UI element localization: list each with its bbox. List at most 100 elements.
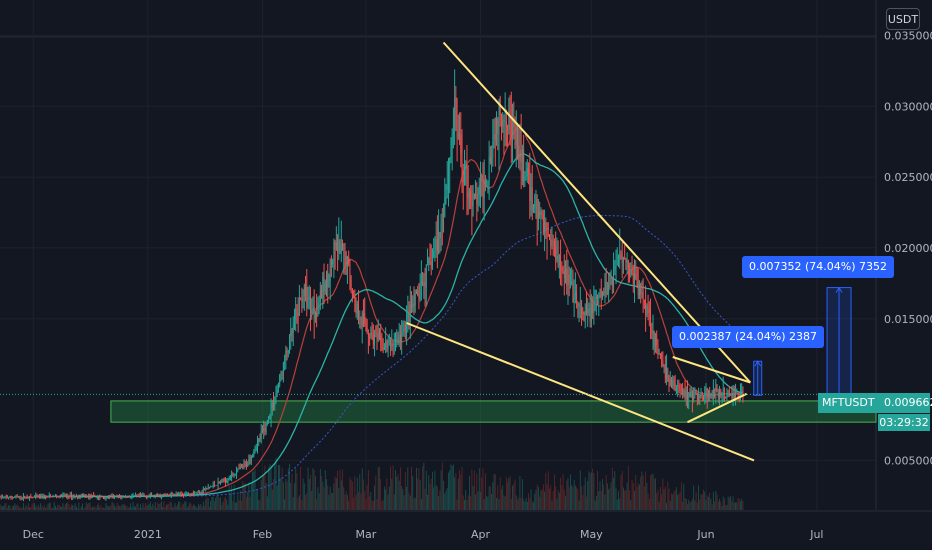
candle-body xyxy=(165,494,167,495)
volume-bar xyxy=(553,474,555,510)
volume-bar xyxy=(456,499,458,510)
volume-bar xyxy=(221,504,223,510)
volume-bar xyxy=(439,490,441,510)
volume-bar xyxy=(720,501,722,510)
volume-bar xyxy=(542,484,544,510)
candle-body xyxy=(222,479,224,483)
candle-body xyxy=(460,134,462,154)
volume-bar xyxy=(168,503,170,510)
volume-bar xyxy=(551,500,553,510)
candle-body xyxy=(679,387,681,391)
candle-body xyxy=(308,297,310,300)
volume-bar xyxy=(260,479,262,510)
candle-body xyxy=(568,274,570,285)
candle-body xyxy=(10,496,12,498)
candle-body xyxy=(27,498,29,499)
volume-bar xyxy=(530,489,532,510)
volume-bar xyxy=(632,483,634,510)
volume-bar xyxy=(79,508,81,510)
candle-body xyxy=(56,495,58,497)
candle-body xyxy=(709,390,711,398)
volume-bar xyxy=(19,508,21,510)
candle-body xyxy=(613,269,615,285)
candle-body xyxy=(195,492,197,494)
volume-bar xyxy=(167,504,168,510)
volume-bar xyxy=(225,496,226,510)
candle-body xyxy=(690,391,692,397)
volume-bar xyxy=(496,497,497,510)
candle-body xyxy=(361,313,363,327)
candle-body xyxy=(6,496,8,498)
candle-body xyxy=(544,222,546,233)
volume-bar xyxy=(435,485,437,510)
volume-bar xyxy=(445,490,447,510)
candle-body xyxy=(119,495,120,497)
candle-body xyxy=(329,260,331,282)
candle-body xyxy=(137,494,139,496)
candle-body xyxy=(69,494,71,497)
volume-bar xyxy=(58,505,60,510)
candle-body xyxy=(530,187,532,202)
volume-bar xyxy=(582,494,584,510)
volume-bar xyxy=(529,497,531,510)
candle-body xyxy=(280,374,282,376)
candle-body xyxy=(189,494,191,496)
candle-body xyxy=(190,494,192,496)
volume-bar xyxy=(196,507,198,510)
volume-bar xyxy=(241,501,242,510)
candle-body xyxy=(515,126,517,146)
measure-tools[interactable] xyxy=(753,286,852,396)
currency-button[interactable]: USDT xyxy=(886,8,920,30)
candle-body xyxy=(475,193,477,198)
candle-body xyxy=(332,261,334,265)
volume-bar xyxy=(622,487,624,510)
candle-body xyxy=(3,496,5,498)
candle-body xyxy=(407,312,409,323)
volume-bar xyxy=(332,492,334,510)
candle-body xyxy=(504,121,506,122)
volume-bar xyxy=(563,489,565,510)
volume-bar xyxy=(648,499,650,510)
volume-bar xyxy=(597,470,598,510)
volume-bar xyxy=(226,499,228,510)
volume-bar xyxy=(383,486,385,510)
volume-bar xyxy=(172,507,173,510)
candle-body xyxy=(22,495,24,499)
candle-body xyxy=(239,466,241,469)
candle-body xyxy=(556,255,558,259)
time-axis[interactable]: Dec 2021 Feb Mar Apr May Jun Jul xyxy=(23,528,824,541)
candle-body xyxy=(696,393,698,401)
volume-bar xyxy=(271,489,273,510)
candle-body xyxy=(443,217,444,223)
candle-body xyxy=(168,495,170,496)
volume-bar xyxy=(668,488,670,510)
candle-body xyxy=(147,496,149,498)
volume-bar xyxy=(115,507,117,510)
candle-body xyxy=(672,379,674,387)
candle-body xyxy=(57,496,59,497)
candle-body xyxy=(58,496,60,498)
volume-bar xyxy=(391,478,393,510)
candle-body xyxy=(606,293,608,295)
candle-body xyxy=(721,393,723,397)
volume-bar xyxy=(407,467,409,510)
volume-bar xyxy=(130,503,132,510)
volume-bar xyxy=(470,496,472,510)
volume-bar xyxy=(24,508,26,510)
volume-bar xyxy=(735,502,736,510)
candle-body xyxy=(678,385,680,388)
trendlines[interactable] xyxy=(406,41,755,462)
candle-body xyxy=(162,494,164,496)
volume-bar xyxy=(611,468,613,510)
candle-body xyxy=(608,283,610,294)
candle-body xyxy=(330,260,332,265)
volume-bar xyxy=(428,475,430,510)
candle-body xyxy=(402,327,404,333)
candle-body xyxy=(634,274,635,285)
price-axis[interactable]: 0.035000 0.030000 0.025000 0.020000 0.015000… xyxy=(884,29,932,467)
volume-bar xyxy=(535,490,537,510)
volume-bar xyxy=(650,475,651,510)
volume-bar xyxy=(388,486,390,510)
volume-bar xyxy=(663,489,665,510)
